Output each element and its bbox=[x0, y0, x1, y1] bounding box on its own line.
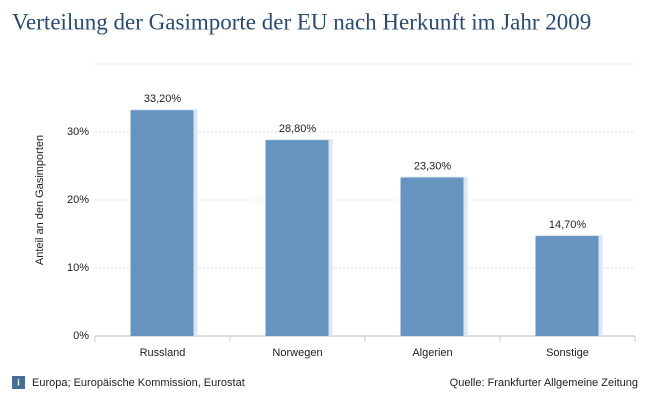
value-label: 28,80% bbox=[279, 123, 317, 135]
y-axis-label: Anteil an den Gasimporten bbox=[34, 135, 46, 265]
bar bbox=[400, 177, 464, 336]
bar bbox=[130, 110, 194, 337]
value-label: 23,30% bbox=[414, 160, 452, 172]
bar bbox=[265, 140, 329, 336]
info-icon-glyph: i bbox=[17, 377, 20, 387]
y-tick-label: 10% bbox=[67, 262, 89, 274]
value-label: 33,20% bbox=[144, 93, 182, 105]
value-label: 14,70% bbox=[549, 219, 587, 231]
y-tick-label: 30% bbox=[67, 126, 89, 138]
x-tick-label: Algerien bbox=[412, 347, 452, 359]
x-tick-label: Russland bbox=[140, 347, 186, 359]
y-tick-label: 0% bbox=[73, 330, 89, 342]
bar bbox=[535, 236, 599, 336]
chart-title: Verteilung der Gasimporte der EU nach He… bbox=[12, 9, 591, 34]
y-tick-label: 20% bbox=[67, 194, 89, 206]
credit: Quelle: Frankfurter Allgemeine Zeitung bbox=[450, 377, 638, 389]
x-tick-label: Sonstige bbox=[546, 347, 589, 359]
info-icon bbox=[12, 376, 25, 389]
source: Europa; Europäische Kommission, Eurostat bbox=[32, 377, 245, 389]
x-tick-label: Norwegen bbox=[272, 347, 322, 359]
